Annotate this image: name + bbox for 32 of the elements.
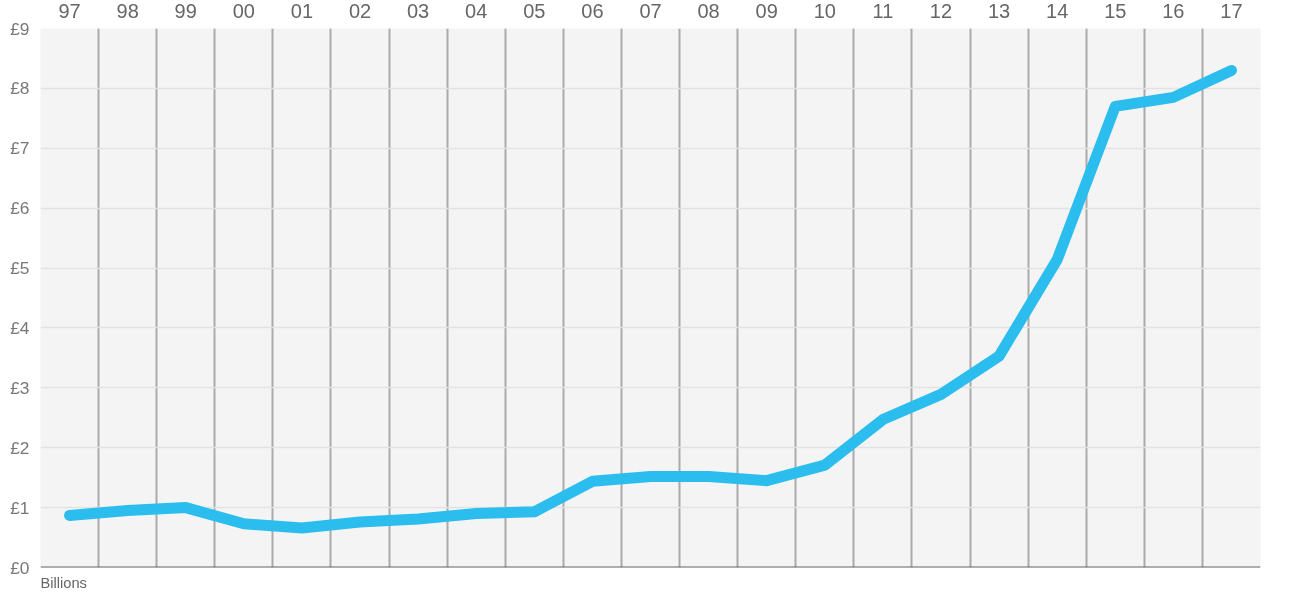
- x-tick-label: 09: [755, 0, 778, 22]
- text: Billions: [40, 574, 87, 591]
- x-tick-label: 17: [1220, 0, 1243, 22]
- x-tick-label: 08: [697, 0, 720, 22]
- x-tick-label: 14: [1046, 0, 1069, 22]
- y-tick-label: £8: [10, 78, 30, 99]
- x-tick-label: 04: [465, 0, 488, 22]
- x-tick-label: 01: [290, 0, 314, 22]
- x-tick-label: 02: [348, 0, 372, 22]
- y-tick-label: £5: [10, 258, 30, 279]
- x-tick-label: 06: [581, 0, 604, 22]
- x-tick-label: 03: [407, 0, 430, 22]
- y-tick-label: £3: [10, 377, 30, 398]
- x-tick-label: 98: [116, 0, 139, 22]
- x-tick-label: 15: [1104, 0, 1127, 22]
- y-tick-label: £7: [10, 138, 30, 159]
- x-tick-label: 16: [1162, 0, 1185, 22]
- y-tick-label: £1: [10, 497, 30, 518]
- x-tick-label: 11: [872, 0, 894, 22]
- x-tick-label: 97: [58, 0, 81, 22]
- x-tick-label: 13: [987, 0, 1011, 22]
- y-tick-label: £9: [10, 18, 30, 39]
- x-tick-label: 05: [523, 0, 546, 22]
- y-tick-label: £2: [10, 437, 30, 458]
- x-tick-label: 10: [813, 0, 836, 22]
- x-tick-label: 99: [174, 0, 197, 22]
- x-tick-label: 12: [929, 0, 953, 22]
- x-tick-label: 07: [639, 0, 662, 22]
- y-tick-label: £4: [10, 317, 30, 338]
- y-tick-label: £6: [10, 198, 30, 219]
- y-tick-label: £0: [10, 557, 30, 578]
- x-tick-label: 00: [232, 0, 255, 22]
